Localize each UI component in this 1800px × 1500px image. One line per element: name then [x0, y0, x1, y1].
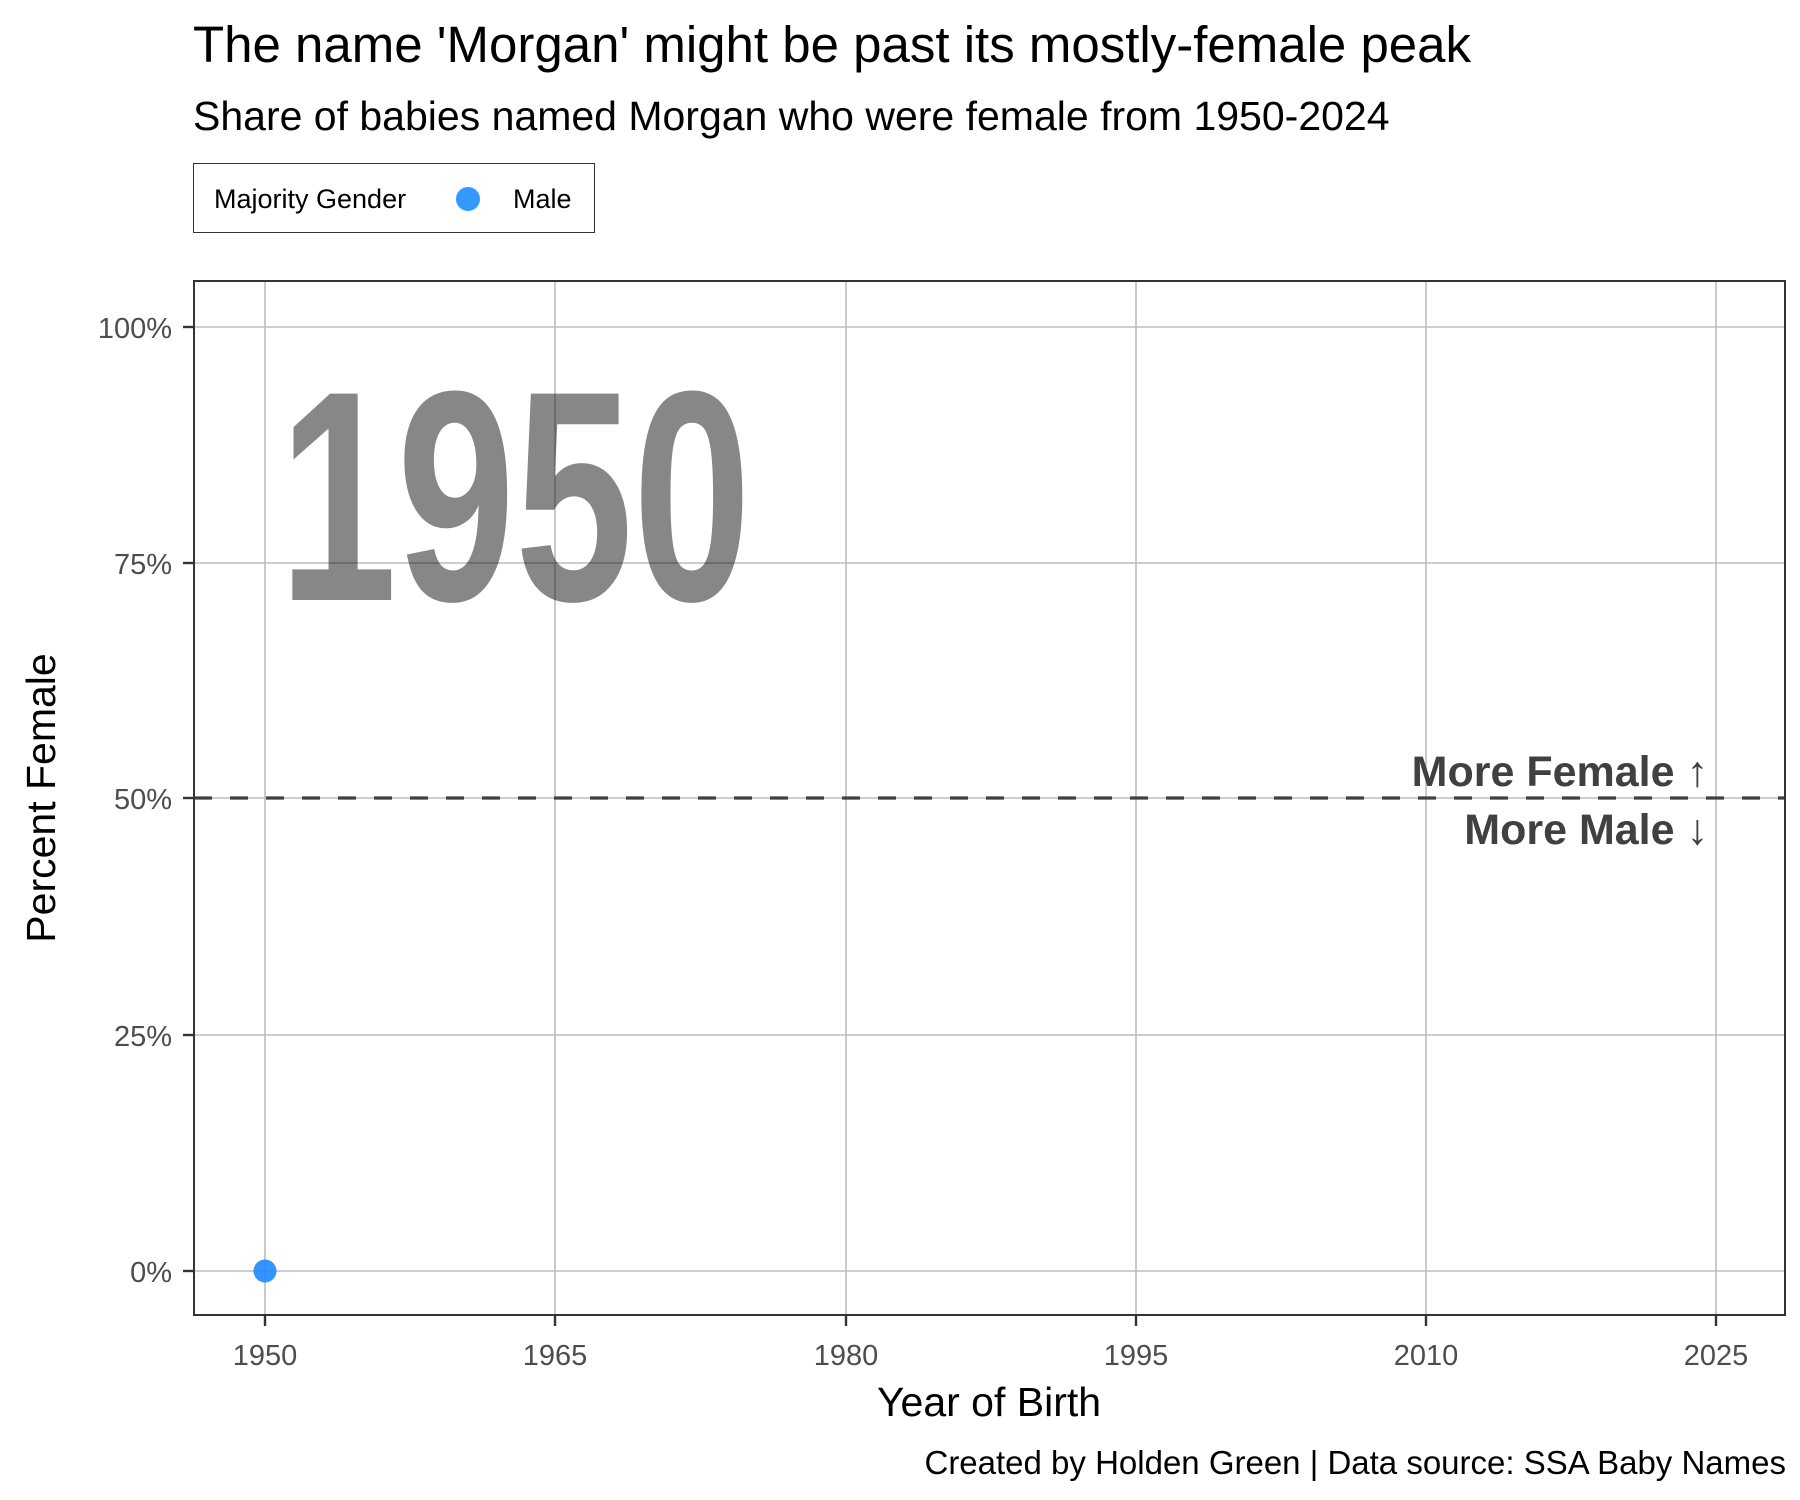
chart-title: The name 'Morgan' might be past its most…: [193, 16, 1472, 73]
legend-key-male-dot-icon: [456, 187, 480, 211]
y-axis-title: Percent Female: [18, 653, 64, 942]
more-male-annotation: More Male ↓: [1464, 806, 1708, 854]
x-axis-ticks: [263, 1315, 1718, 1326]
x-axis-title: Year of Birth: [877, 1379, 1101, 1425]
x-tick-label-1995: 1995: [1104, 1340, 1169, 1372]
y-tick-label-0: 0%: [130, 1257, 172, 1289]
y-tick-label-50: 50%: [114, 784, 172, 816]
legend-label-male: Male: [513, 184, 572, 214]
y-tick-label-75: 75%: [114, 549, 172, 581]
x-axis-labels: 1950 1965 1980 1995 2010 2025: [233, 1340, 1749, 1372]
y-tick-label-100: 100%: [98, 313, 172, 345]
legend: Majority Gender Male: [193, 163, 595, 233]
x-tick-label-1965: 1965: [523, 1340, 588, 1372]
y-axis-ticks: [183, 325, 194, 1273]
y-tick-label-25: 25%: [114, 1021, 172, 1053]
more-female-annotation: More Female ↑: [1412, 748, 1708, 796]
x-tick-label-2025: 2025: [1684, 1340, 1749, 1372]
data-point-1950[interactable]: [253, 1259, 277, 1283]
x-tick-label-2010: 2010: [1394, 1340, 1459, 1372]
chart-caption: Created by Holden Green | Data source: S…: [924, 1444, 1786, 1481]
x-tick-label-1980: 1980: [814, 1340, 879, 1372]
legend-title: Majority Gender: [214, 184, 407, 214]
y-axis-labels: 0% 25% 50% 75% 100%: [98, 313, 172, 1289]
year-watermark: 1950: [279, 328, 751, 664]
chart-subtitle: Share of babies named Morgan who were fe…: [193, 93, 1390, 139]
x-tick-label-1950: 1950: [233, 1340, 298, 1372]
